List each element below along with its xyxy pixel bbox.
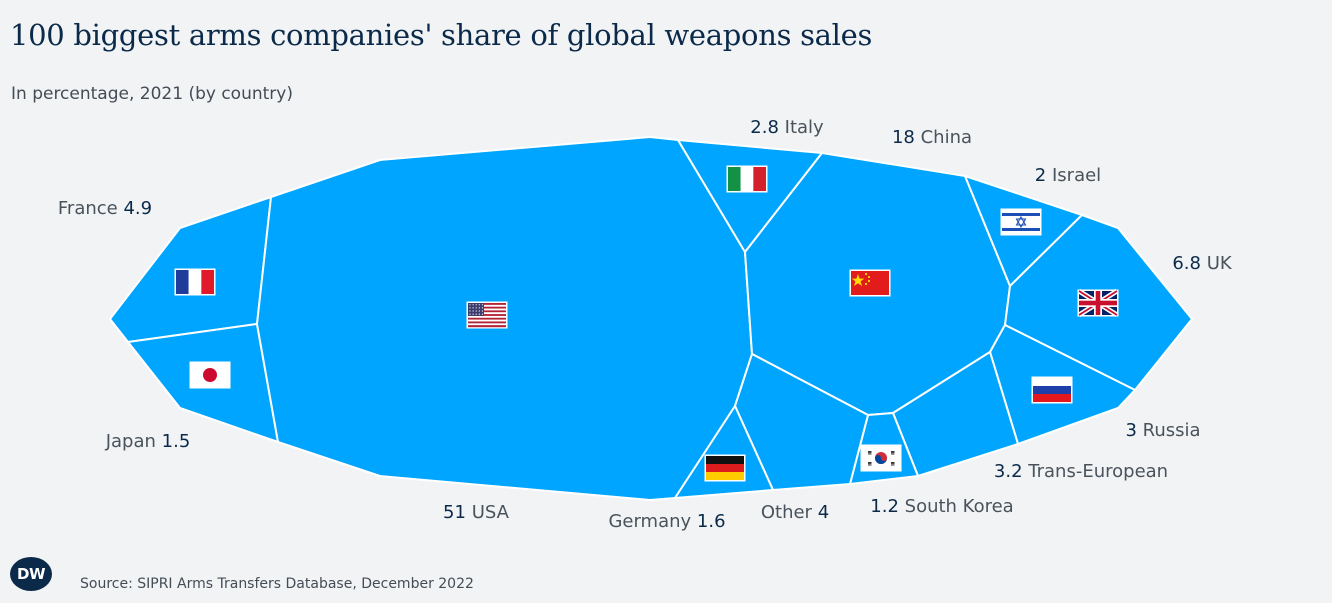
label-italy: 2.8 Italy bbox=[750, 117, 824, 138]
label-china-name: China bbox=[921, 127, 972, 148]
cell-other bbox=[734, 353, 869, 491]
label-other-name: Other bbox=[761, 502, 813, 523]
label-italy-value: 2.8 bbox=[750, 117, 779, 138]
label-germany-name: Germany bbox=[608, 511, 691, 532]
label-china: 18 China bbox=[892, 127, 972, 148]
label-trans-value: 3.2 bbox=[994, 461, 1023, 482]
label-japan: Japan 1.5 bbox=[105, 431, 191, 452]
label-uk: 6.8 UK bbox=[1172, 253, 1233, 274]
label-trans-name: Trans-European bbox=[1027, 461, 1168, 482]
label-china-value: 18 bbox=[892, 127, 915, 148]
flag-france-icon bbox=[174, 268, 216, 296]
label-other: Other 4 bbox=[761, 502, 829, 523]
flag-italy-icon bbox=[726, 165, 768, 193]
label-israel-value: 2 bbox=[1035, 165, 1046, 186]
label-germany-value: 1.6 bbox=[697, 511, 726, 532]
label-russia-value: 3 bbox=[1125, 420, 1136, 441]
flag-russia-icon bbox=[1031, 376, 1073, 404]
label-trans: 3.2 Trans-European bbox=[994, 461, 1168, 482]
label-france-name: France bbox=[58, 198, 118, 219]
label-other-value: 4 bbox=[818, 502, 829, 523]
label-korea-value: 1.2 bbox=[870, 496, 899, 517]
label-uk-name: UK bbox=[1207, 253, 1233, 274]
label-usa: 51 USA bbox=[443, 502, 510, 523]
label-uk-value: 6.8 bbox=[1172, 253, 1201, 274]
flag-china-icon bbox=[849, 269, 891, 297]
label-germany: Germany 1.6 bbox=[608, 511, 725, 532]
source-note: Source: SIPRI Arms Transfers Database, D… bbox=[80, 576, 474, 592]
flag-germany-icon bbox=[704, 454, 746, 482]
flag-usa-icon bbox=[466, 301, 508, 329]
label-usa-value: 51 bbox=[443, 502, 466, 523]
label-israel: 2 Israel bbox=[1035, 165, 1101, 186]
label-italy-name: Italy bbox=[785, 117, 824, 138]
label-japan-name: Japan bbox=[105, 431, 156, 452]
chart-subtitle: In percentage, 2021 (by country) bbox=[11, 84, 293, 104]
label-france: France 4.9 bbox=[58, 198, 152, 219]
label-israel-name: Israel bbox=[1052, 165, 1101, 186]
dw-logo: DW bbox=[10, 557, 52, 591]
flag-israel-icon bbox=[1000, 208, 1042, 236]
label-japan-value: 1.5 bbox=[162, 431, 191, 452]
flag-japan-icon bbox=[189, 361, 231, 389]
flag-uk-icon bbox=[1077, 288, 1119, 318]
flag-south-korea-icon bbox=[860, 444, 902, 472]
cell-germany bbox=[674, 405, 774, 499]
label-russia-name: Russia bbox=[1143, 420, 1201, 441]
label-usa-name: USA bbox=[472, 502, 510, 523]
chart-title: 100 biggest arms companies' share of glo… bbox=[10, 18, 873, 52]
label-russia: 3 Russia bbox=[1125, 420, 1200, 441]
label-france-value: 4.9 bbox=[123, 198, 152, 219]
label-korea: 1.2 South Korea bbox=[870, 496, 1013, 517]
label-korea-name: South Korea bbox=[905, 496, 1014, 517]
